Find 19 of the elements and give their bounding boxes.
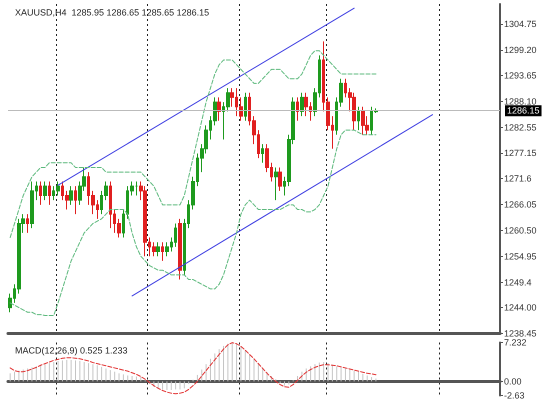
chart-title: XAUUSD,H4 1285.95 1286.65 1285.65 1286.15	[15, 8, 210, 18]
y-tick-label: 1266.05	[504, 200, 537, 210]
y-tick-label: 1304.75	[504, 18, 537, 29]
ref-line-label: 1286.15	[507, 106, 540, 116]
y-tick-label: 1282.55	[504, 122, 537, 133]
y-tick-label: 1293.65	[504, 70, 537, 81]
y-tick-label: 1271.6	[504, 174, 532, 184]
y-tick-label: -2.63	[504, 390, 525, 400]
y-tick-label: 0.00	[504, 376, 522, 386]
y-tick-label: 7.232	[504, 338, 527, 348]
y-tick-label: 1244.00	[504, 302, 537, 313]
y-tick-label: 1299.20	[504, 44, 537, 55]
y-tick-label: 1277.15	[504, 148, 537, 158]
y-tick-label: 1260.50	[504, 226, 537, 236]
y-tick-label: 1238.45	[504, 328, 537, 338]
y-tick-label: 1249.4	[504, 277, 532, 288]
y-tick-label: 1288.10	[504, 96, 537, 107]
chart-title: MACD(12,26,9) 0.525 1.233	[15, 346, 128, 356]
y-tick-label: 1254.95	[504, 251, 537, 262]
